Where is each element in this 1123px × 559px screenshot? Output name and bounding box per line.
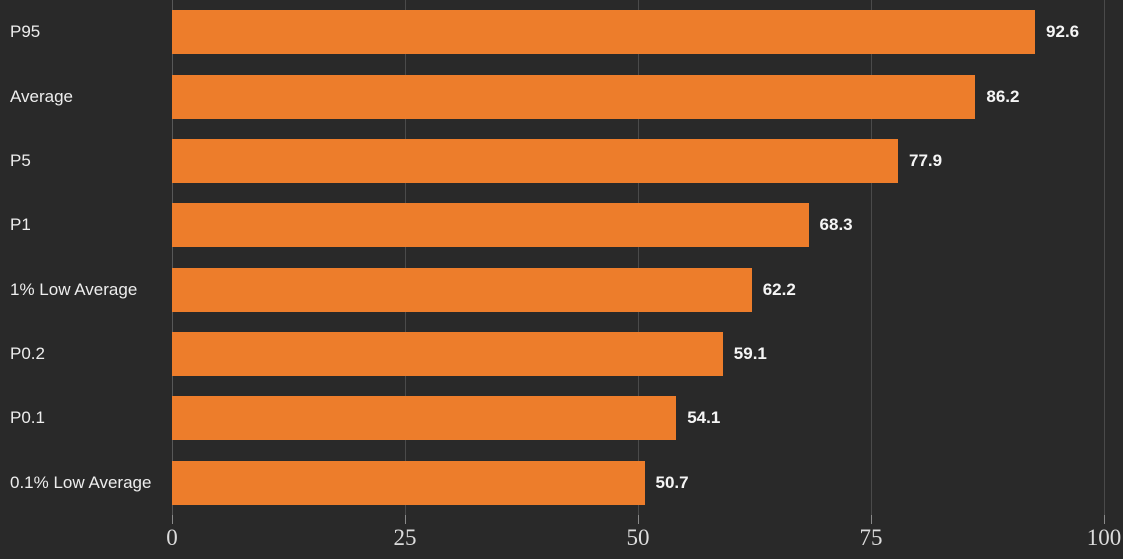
category-label: P0.2 [10,344,45,364]
value-label: 62.2 [762,279,796,299]
category-label: 1% Low Average [10,279,138,299]
value-label: 50.7 [655,472,689,492]
tick-mark-75 [871,515,872,524]
tick-label-50: 50 [626,525,650,550]
tick-label-25: 25 [393,525,417,550]
tick-mark-100 [1104,515,1105,524]
bar [172,74,976,119]
tick-mark-25 [405,515,406,524]
bar [172,10,1036,55]
value-label: 59.1 [733,344,767,364]
bar [172,332,723,377]
category-label: P95 [10,22,41,42]
tick-label-100: 100 [1086,525,1122,550]
bar [172,267,752,312]
gridline-25 [405,0,406,515]
category-label: Average [10,86,74,106]
y-axis-line [172,0,173,515]
category-label: P0.1 [10,408,45,428]
gridline-50 [638,0,639,515]
tick-label-0: 0 [166,525,178,550]
tick-mark-0 [172,515,173,524]
gridline-75 [871,0,872,515]
value-label: 54.1 [687,408,721,428]
bar [172,396,677,441]
bar [172,203,809,248]
value-label: 92.6 [1046,22,1080,42]
value-label: 86.2 [986,86,1020,106]
category-label: P1 [10,215,31,235]
category-label: 0.1% Low Average [10,472,152,492]
bar [172,138,899,183]
value-label: 68.3 [819,215,853,235]
tick-mark-50 [638,515,639,524]
gridline-100 [1104,0,1105,515]
bar [172,460,645,505]
tick-label-75: 75 [859,525,883,550]
category-label: P5 [10,150,31,170]
value-label: 77.9 [909,150,943,170]
